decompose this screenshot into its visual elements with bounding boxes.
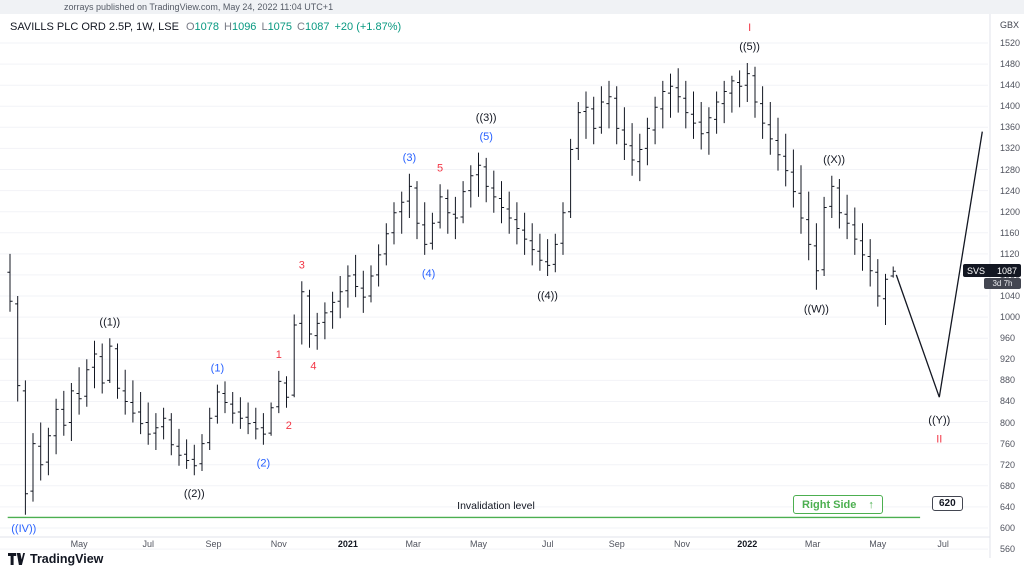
time-axis-label[interactable]: May	[71, 539, 89, 549]
price-axis-label: 1360	[1000, 122, 1021, 133]
time-axis-label[interactable]: Nov	[674, 539, 691, 549]
up-arrow-icon: ↑	[868, 498, 874, 511]
price-axis-label: 1480	[1000, 59, 1021, 70]
last-price-badge: SVS 1087	[963, 264, 1021, 277]
price-axis-label: 1000	[1000, 312, 1021, 323]
price-bars	[7, 63, 896, 515]
price-axis-label: 880	[1000, 375, 1016, 386]
wave-label: ((4))	[537, 290, 558, 302]
wave-label: 1	[276, 349, 282, 361]
wave-label: I	[748, 22, 751, 34]
time-axis-label[interactable]: Jul	[542, 539, 554, 549]
price-axis-label: 680	[1000, 480, 1016, 491]
wave-label: II	[936, 433, 942, 445]
ohlc-values: O1078 H1096 L1075 C1087 +20 (+1.87%)	[186, 21, 401, 33]
price-axis-label: 1520	[1000, 37, 1021, 48]
low-value: 1075	[267, 21, 293, 33]
time-axis-label[interactable]: Nov	[271, 539, 288, 549]
price-axis-label: 1320	[1000, 143, 1021, 154]
time-axis-label[interactable]: May	[470, 539, 488, 549]
invalidation-price-label: 620	[932, 496, 963, 511]
low-label: L	[261, 21, 268, 33]
wave-label: ((3))	[476, 112, 497, 124]
close-value: 1087	[305, 21, 330, 33]
high-value: 1096	[231, 21, 257, 33]
price-axis-label: 1120	[1000, 248, 1020, 259]
right-side-box: Right Side ↑	[793, 495, 883, 514]
price-axis-label: 600	[1000, 522, 1016, 533]
price-axis-label: 1040	[1000, 291, 1021, 302]
brand-text: TradingView	[30, 552, 104, 566]
price-axis-label: 1280	[1000, 164, 1021, 175]
wave-label: 4	[310, 361, 316, 373]
high-label: H	[224, 21, 232, 33]
time-axis-label[interactable]: Mar	[805, 539, 821, 549]
time-axis-label[interactable]: 2021	[338, 539, 358, 549]
price-axis-label: 1200	[1000, 206, 1021, 217]
price-axis-label: 1240	[1000, 185, 1021, 196]
wave-label: (4)	[422, 268, 435, 280]
wave-label: ((2))	[184, 488, 205, 500]
price-axis-label: 560	[1000, 544, 1016, 555]
close-label: C	[297, 21, 305, 33]
price-axis-label: 800	[1000, 417, 1016, 428]
wave-label: ((1))	[99, 316, 120, 328]
wave-label: 5	[437, 162, 443, 174]
tradingview-logo[interactable]: TradingView	[8, 552, 103, 566]
invalidation-level-text: Invalidation level	[457, 500, 535, 512]
time-axis-label[interactable]: Sep	[205, 539, 221, 549]
time-axis-label[interactable]: Jul	[937, 539, 949, 549]
price-axis-label: 1440	[1000, 80, 1021, 91]
price-axis-label: 840	[1000, 396, 1016, 407]
time-axis-label[interactable]: 2022	[737, 539, 757, 549]
publish-note: zorrays published on TradingView.com, Ma…	[64, 2, 334, 12]
chart-legend: SAVILLS PLC ORD 2.5P, 1W, LSE O1078 H109…	[10, 21, 401, 33]
badge-symbol: SVS	[967, 265, 986, 276]
publish-banner: zorrays published on TradingView.com, Ma…	[0, 0, 1024, 14]
symbol-title[interactable]: SAVILLS PLC ORD 2.5P, 1W, LSE	[10, 21, 179, 33]
price-axis-label: 960	[1000, 333, 1016, 344]
time-axis-label[interactable]: Mar	[405, 539, 421, 549]
wave-label: 3	[299, 259, 305, 271]
wave-label: 2	[286, 420, 292, 432]
forecast-projection-line[interactable]	[895, 131, 983, 398]
wave-label: (3)	[403, 152, 416, 164]
time-axis-label[interactable]: Jul	[142, 539, 154, 549]
price-axis-label: 1400	[1000, 101, 1021, 112]
open-label: O	[185, 21, 195, 33]
bar-countdown: 3d 7h	[984, 278, 1021, 289]
price-axis-label: 640	[1000, 501, 1016, 512]
wave-label: ((W))	[804, 304, 829, 316]
wave-label: (1)	[211, 363, 224, 375]
price-axis-label: 920	[1000, 354, 1016, 365]
wave-label: ((5))	[739, 41, 760, 53]
currency-label: GBX	[1000, 20, 1020, 30]
wave-label: (5)	[479, 131, 492, 143]
price-axis[interactable]: 560 600 640 680 720 760 800 840 880 920 960 1000 104…	[990, 0, 1024, 572]
wave-label: ((IV))	[11, 523, 36, 535]
badge-price: 1087	[996, 265, 1017, 276]
tradingview-logo-icon	[8, 553, 25, 565]
price-axis-label: 720	[1000, 459, 1016, 470]
wave-label: ((Y))	[928, 414, 950, 426]
price-axis-label: 760	[1000, 438, 1016, 449]
time-axis-label[interactable]: May	[869, 539, 887, 549]
right-side-label: Right Side	[802, 498, 857, 511]
wave-label: ((X))	[823, 154, 845, 166]
time-axis-label[interactable]: Sep	[609, 539, 625, 549]
wave-label: (2)	[257, 458, 270, 470]
open-value: 1078	[194, 21, 219, 33]
price-axis-label: 1160	[1000, 227, 1020, 238]
change-value: +20 (+1.87%)	[334, 21, 402, 33]
